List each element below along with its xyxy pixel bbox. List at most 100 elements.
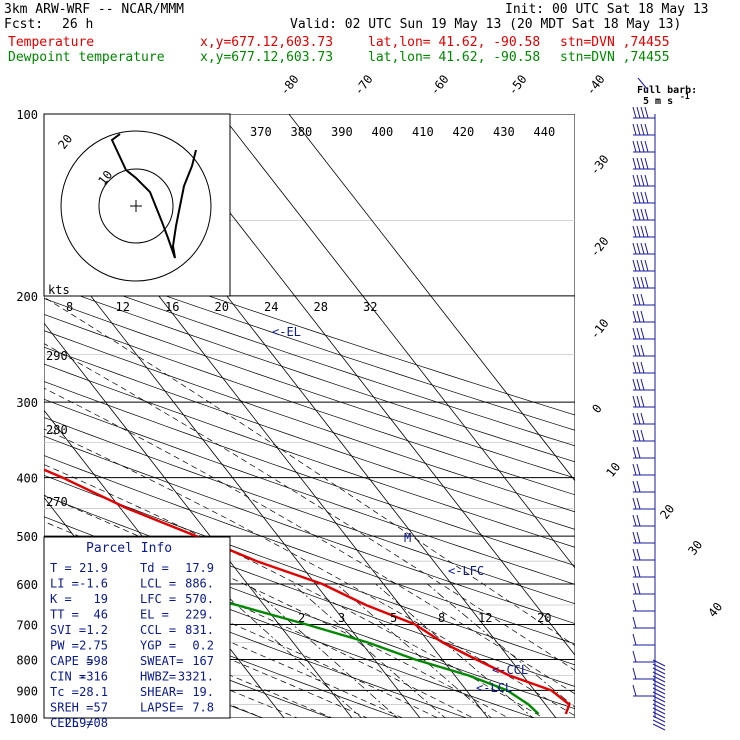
mixing-ratio-line xyxy=(247,583,399,718)
pressure-label: 100 xyxy=(16,108,38,122)
wind-barb-flag xyxy=(640,225,645,238)
parcel-info-cell: 57 xyxy=(94,701,108,715)
wind-barb-flag xyxy=(632,208,637,221)
parcel-info-cell: SVI = xyxy=(50,623,86,637)
wind-barb-flag xyxy=(640,361,645,374)
wind-barb-flag xyxy=(644,242,649,255)
forecast-label: Fcst: xyxy=(4,17,44,32)
dry-adiabat-line xyxy=(44,238,575,416)
wind-barb-flag xyxy=(640,412,645,425)
mixing-ratio-line xyxy=(427,583,575,708)
parcel-info-box: Parcel Info T = 21.9 Td = 17.9 LI = -1.6 LCL = 8… xyxy=(43,536,231,730)
pressure-label: 500 xyxy=(16,530,38,544)
wind-barb-flag xyxy=(632,446,637,459)
moist-adiabat-line xyxy=(44,296,575,647)
isotherm-label: -30 xyxy=(587,152,611,178)
parcel-info-cell: YGP = xyxy=(140,639,176,653)
parcel-info-cell: 7.8 xyxy=(192,701,214,715)
temperature-station: stn=DVN ,74455 xyxy=(560,35,670,50)
wind-barb-flag xyxy=(640,140,645,153)
theta-label: 420 xyxy=(453,125,475,139)
dry-adiabat-line xyxy=(44,607,332,718)
theta-side-label: 290 xyxy=(46,349,68,363)
wind-barb-flag xyxy=(640,293,645,306)
dry-adiabat-line xyxy=(44,417,575,605)
wind-barb-low xyxy=(652,707,666,715)
wind-barb-flag xyxy=(636,497,641,510)
wind-barb-low xyxy=(652,691,666,699)
pressure-label: 900 xyxy=(16,684,38,698)
parcel-info-cell: 259/08 xyxy=(65,716,108,730)
isotherm-label: 0 xyxy=(589,402,604,416)
pressure-label: 400 xyxy=(16,472,38,486)
wind-barb-low xyxy=(652,703,666,711)
wind-barb-flag xyxy=(644,191,649,204)
wind-barb-low xyxy=(652,675,666,683)
wind-barb-flag xyxy=(636,123,641,136)
wind-barb-flag xyxy=(632,293,637,306)
wind-barb-flag xyxy=(640,191,645,204)
parcel-info-cell: 28.1 xyxy=(79,685,108,699)
dry-adiabat-line xyxy=(44,583,400,718)
isotherm-label: 20 xyxy=(657,502,677,522)
parcel-info-cell: 229. xyxy=(185,608,214,622)
isotherm-label: -70 xyxy=(351,72,375,98)
temperature-legend: Temperature xyxy=(8,35,95,50)
theta-label: 370 xyxy=(250,125,272,139)
dewpoint-station: stn=DVN ,74455 xyxy=(560,50,670,65)
forecast-hour: 26 h xyxy=(62,17,94,32)
hodograph-speed-label: 32 xyxy=(363,300,377,314)
dry-adiabat-line xyxy=(44,267,575,447)
wind-barb-flag xyxy=(636,225,641,238)
temperature-profile xyxy=(44,468,571,715)
parcel-info-cell: -1.6 xyxy=(79,577,108,591)
parcel-info-cell: CELL = xyxy=(50,716,93,730)
moist-adiabat-line xyxy=(44,387,575,695)
temperature-latlon: lat,lon= 41.62, -90.58 xyxy=(368,35,541,50)
parcel-info-cell: Td = xyxy=(140,561,169,575)
parcel-info-cell: 598 xyxy=(86,654,108,668)
wind-barb-flag xyxy=(640,395,645,408)
wind-barb-low xyxy=(652,659,666,667)
wind-barb-flag xyxy=(632,599,637,612)
wind-barb-flag xyxy=(644,225,649,238)
wind-barb-low xyxy=(652,667,666,675)
wind-barb-low xyxy=(652,723,666,731)
parcel-info-cell: 19 xyxy=(94,592,108,606)
wind-barb-flag xyxy=(632,531,637,544)
wind-barb-flag xyxy=(640,259,645,272)
wind-barb-flag xyxy=(632,650,637,663)
parcel-info-cell: Tc = xyxy=(50,685,79,699)
wind-barb-flag xyxy=(636,327,641,340)
wind-barb-flag xyxy=(636,514,641,527)
wind-barb-low xyxy=(652,699,666,707)
wind-barb-flag xyxy=(636,191,641,204)
wind-barb-flag xyxy=(632,395,637,408)
pressure-label: 300 xyxy=(16,396,38,410)
mixing-ratio-label: 2 xyxy=(298,611,305,625)
wind-barb-flag xyxy=(636,463,641,476)
wind-barb-flag xyxy=(632,361,637,374)
level-annotation: M xyxy=(404,531,411,545)
parcel-info-cell: -316 xyxy=(79,670,108,684)
parcel-info-cell: 46 xyxy=(94,608,108,622)
isotherm-label: 10 xyxy=(603,460,623,480)
hodograph-speed-label: 12 xyxy=(116,300,130,314)
level-annotation: <-LCL xyxy=(476,681,512,695)
parcel-info-cell: LI = xyxy=(50,577,79,591)
parcel-info-cell: T = xyxy=(50,561,72,575)
mixing-ratio-label: 3 xyxy=(338,611,345,625)
parcel-info-cell: SREH = xyxy=(50,701,93,715)
mixing-ratio-line xyxy=(213,583,363,718)
mixing-ratio-label: 12 xyxy=(478,611,492,625)
wind-barb-flag xyxy=(632,463,637,476)
wind-barb-flag xyxy=(636,582,641,595)
pressure-label: 800 xyxy=(16,653,38,667)
isotherm-line xyxy=(288,114,575,482)
barb-legend-title: Full barb: xyxy=(637,85,697,96)
parcel-info-title: Parcel Info xyxy=(86,541,172,556)
parcel-info-cell: SHEAR= xyxy=(140,685,183,699)
isotherm-label: -80 xyxy=(277,72,301,98)
